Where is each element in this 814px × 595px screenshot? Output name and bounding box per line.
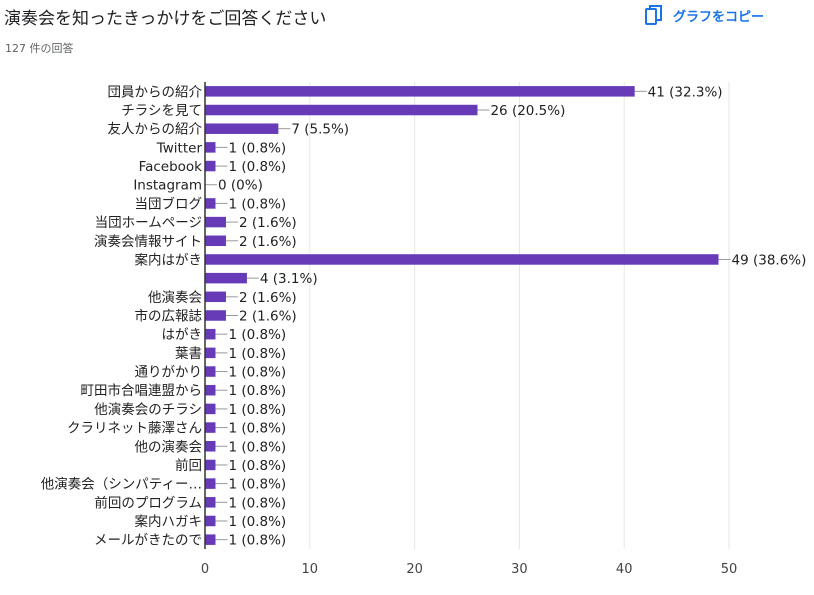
- bar[interactable]: [205, 291, 226, 303]
- bar[interactable]: [205, 459, 216, 471]
- data-label: 2 (1.6%): [239, 215, 297, 231]
- bar[interactable]: [205, 86, 635, 97]
- bar[interactable]: [205, 235, 226, 247]
- data-label: 26 (20.5%): [490, 103, 565, 119]
- data-label: 1 (0.8%): [228, 159, 286, 175]
- data-label: 0 (0%): [218, 178, 263, 194]
- bar[interactable]: [205, 478, 216, 489]
- bar[interactable]: [205, 366, 216, 377]
- data-label: 7 (5.5%): [291, 122, 349, 138]
- category-label: 当団ブログ: [135, 195, 203, 212]
- data-label: 1 (0.8%): [228, 514, 286, 530]
- category-label: 他演奏会（シンパティー…: [41, 477, 202, 493]
- copy-chart-button[interactable]: グラフをコピー: [645, 0, 764, 30]
- category-label: 前回: [175, 457, 202, 474]
- category-label: メールがきたので: [94, 533, 202, 549]
- bar[interactable]: [205, 142, 216, 153]
- x-tick-label: 0: [201, 562, 209, 577]
- copy-chart-label: グラフをコピー: [673, 9, 765, 25]
- category-label: 前回のプログラム: [94, 494, 202, 511]
- data-label: 41 (32.3%): [648, 84, 723, 100]
- x-tick-label: 30: [511, 562, 528, 577]
- category-label: 市の広報誌: [135, 308, 203, 325]
- category-label: チラシを見て: [121, 103, 202, 119]
- data-label: 1 (0.8%): [228, 196, 286, 212]
- category-label: 他演奏会のチラシ: [94, 402, 202, 418]
- bar[interactable]: [205, 160, 216, 172]
- category-label: Facebook: [139, 159, 203, 175]
- category-label: 演奏会情報サイト: [94, 234, 202, 250]
- bar[interactable]: [205, 198, 216, 209]
- data-label: 1 (0.8%): [228, 402, 286, 418]
- bar[interactable]: [205, 123, 279, 134]
- category-label: 団員からの紹介: [108, 84, 203, 100]
- x-tick-label: 40: [616, 562, 633, 577]
- data-label: 1 (0.8%): [228, 439, 286, 455]
- chart-title: 演奏会を知ったきっかけをご回答ください: [4, 9, 327, 29]
- bar[interactable]: [205, 497, 216, 508]
- bar[interactable]: [205, 403, 216, 415]
- bar[interactable]: [205, 384, 216, 396]
- data-label: 1 (0.8%): [228, 365, 286, 381]
- category-label: 案内ハガキ: [135, 513, 203, 530]
- category-label: 葉書: [175, 346, 202, 362]
- category-label: 案内はがき: [135, 251, 203, 268]
- category-label: はがき: [162, 327, 203, 343]
- bar[interactable]: [205, 534, 216, 545]
- x-tick-label: 10: [302, 562, 319, 577]
- category-label: 友人からの紹介: [108, 122, 203, 138]
- data-label: 1 (0.8%): [228, 421, 286, 437]
- category-label: 町田市合唱連盟から: [81, 382, 203, 399]
- data-label: 2 (1.6%): [239, 309, 297, 325]
- data-label: 2 (1.6%): [239, 234, 297, 250]
- bar[interactable]: [205, 310, 226, 321]
- bar[interactable]: [205, 254, 719, 265]
- category-label: 当団ホームページ: [95, 215, 202, 231]
- x-tick-label: 20: [406, 562, 423, 577]
- bar[interactable]: [205, 272, 247, 284]
- category-label: 他の演奏会: [135, 439, 203, 455]
- data-label: 1 (0.8%): [228, 346, 286, 362]
- data-label: 49 (38.6%): [732, 252, 807, 268]
- bar[interactable]: [205, 347, 216, 359]
- data-label: 2 (1.6%): [239, 290, 297, 306]
- data-label: 1 (0.8%): [228, 477, 286, 493]
- bar[interactable]: [205, 422, 216, 433]
- bar[interactable]: [205, 104, 478, 116]
- bar[interactable]: [205, 515, 216, 527]
- data-label: 4 (3.1%): [260, 271, 318, 287]
- copy-icon: [645, 4, 663, 26]
- data-label: 1 (0.8%): [228, 458, 286, 474]
- x-tick-label: 50: [721, 562, 738, 577]
- bar[interactable]: [205, 441, 216, 452]
- bar[interactable]: [205, 216, 226, 228]
- category-label: Instagram: [133, 178, 202, 194]
- category-label: Twitter: [156, 140, 203, 156]
- data-label: 1 (0.8%): [228, 533, 286, 549]
- data-label: 1 (0.8%): [228, 495, 286, 511]
- data-label: 1 (0.8%): [228, 383, 286, 399]
- data-label: 1 (0.8%): [228, 140, 286, 156]
- bar[interactable]: [205, 328, 216, 340]
- category-label: 通りがかり: [135, 365, 203, 381]
- category-label: 他演奏会: [148, 290, 202, 306]
- data-label: 1 (0.8%): [228, 327, 286, 343]
- category-label: クラリネット藤澤さん: [67, 421, 202, 437]
- response-count: 127 件の回答: [5, 42, 74, 55]
